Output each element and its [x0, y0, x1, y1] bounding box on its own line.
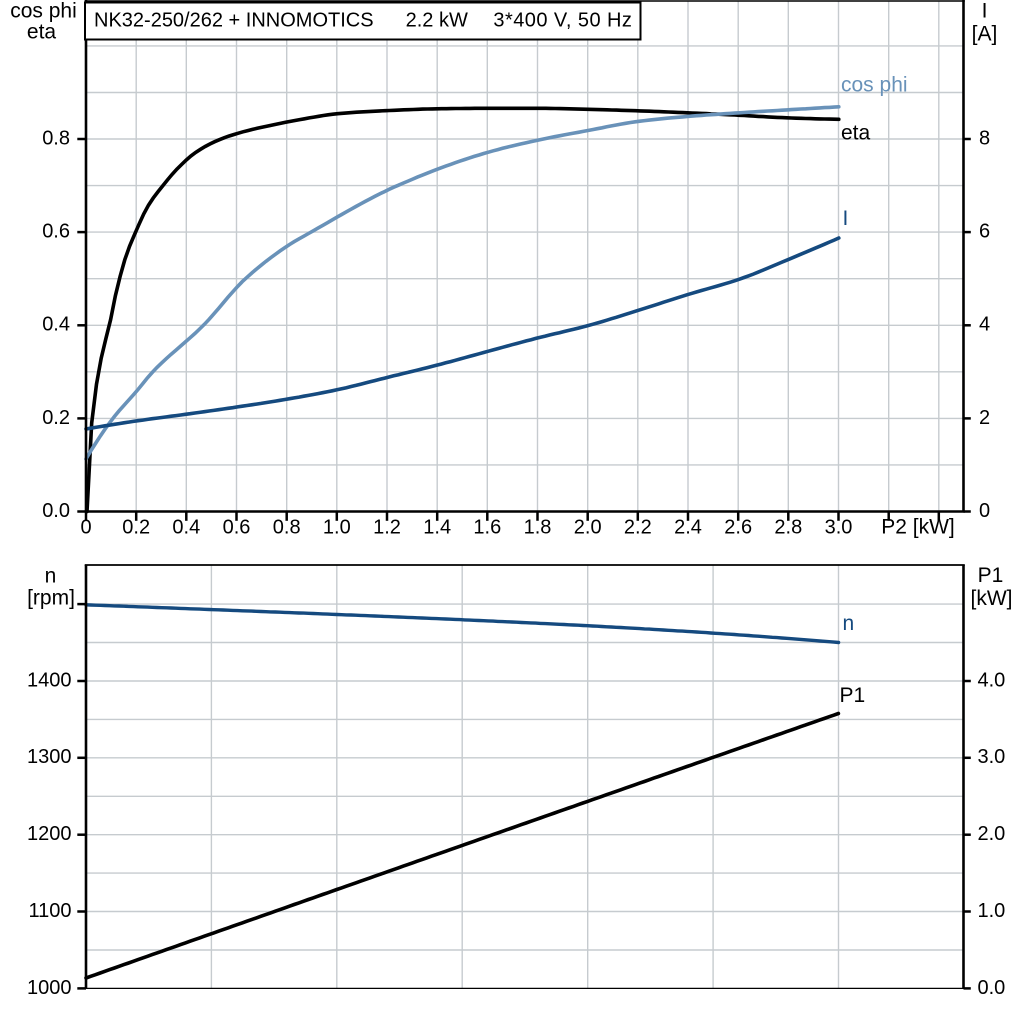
svg-text:3*400 V, 50 Hz: 3*400 V, 50 Hz: [493, 10, 632, 32]
svg-text:2.4: 2.4: [674, 517, 702, 539]
svg-text:1.4: 1.4: [423, 517, 451, 539]
svg-text:0.8: 0.8: [273, 517, 301, 539]
svg-text:NK32-250/262 + INNOMOTICS: NK32-250/262 + INNOMOTICS: [94, 10, 374, 32]
svg-text:4.0: 4.0: [978, 669, 1006, 691]
svg-text:0.2: 0.2: [42, 407, 70, 429]
svg-text:1.0: 1.0: [323, 517, 351, 539]
svg-text:1400: 1400: [27, 669, 72, 691]
svg-text:1300: 1300: [27, 746, 72, 768]
svg-text:0: 0: [80, 517, 91, 539]
svg-text:4: 4: [979, 314, 990, 336]
svg-text:1.6: 1.6: [473, 517, 501, 539]
svg-text:2.0: 2.0: [978, 823, 1006, 845]
svg-text:0.6: 0.6: [42, 221, 70, 243]
svg-text:I: I: [843, 207, 849, 230]
svg-text:3.0: 3.0: [978, 746, 1006, 768]
svg-text:2: 2: [979, 407, 990, 429]
svg-text:eta: eta: [841, 122, 871, 145]
svg-text:P1: P1: [840, 684, 866, 707]
svg-text:0: 0: [979, 500, 990, 522]
svg-text:0.8: 0.8: [42, 127, 70, 149]
svg-text:6: 6: [979, 221, 990, 243]
svg-text:1.0: 1.0: [978, 900, 1006, 922]
svg-text:1100: 1100: [28, 900, 71, 922]
svg-text:2.8: 2.8: [774, 517, 802, 539]
svg-text:8: 8: [979, 127, 990, 149]
svg-text:0.6: 0.6: [223, 517, 251, 539]
svg-text:1000: 1000: [27, 977, 72, 999]
svg-text:0.4: 0.4: [42, 314, 70, 336]
svg-text:0.4: 0.4: [172, 517, 200, 539]
svg-text:cos phi: cos phi: [10, 0, 77, 23]
svg-text:2.2: 2.2: [624, 517, 652, 539]
svg-text:cos phi: cos phi: [841, 74, 908, 97]
svg-text:3.0: 3.0: [825, 517, 853, 539]
svg-text:0.0: 0.0: [978, 977, 1006, 999]
svg-text:2.6: 2.6: [724, 517, 752, 539]
svg-text:2.0: 2.0: [574, 517, 602, 539]
svg-text:n: n: [843, 612, 855, 635]
svg-text:P1: P1: [978, 564, 1004, 587]
svg-text:n: n: [45, 565, 57, 588]
svg-text:P2 [kW]: P2 [kW]: [881, 516, 955, 539]
svg-text:0.2: 0.2: [122, 517, 150, 539]
svg-text:0.0: 0.0: [42, 500, 70, 522]
svg-text:1.2: 1.2: [373, 517, 401, 539]
svg-text:I: I: [982, 0, 988, 23]
svg-text:[A]: [A]: [972, 23, 998, 46]
svg-text:[kW]: [kW]: [971, 587, 1013, 610]
svg-text:1200: 1200: [27, 823, 72, 845]
svg-text:[rpm]: [rpm]: [27, 587, 75, 610]
svg-text:eta: eta: [27, 21, 57, 44]
svg-text:1.8: 1.8: [524, 517, 552, 539]
svg-text:2.2 kW: 2.2 kW: [406, 10, 468, 32]
